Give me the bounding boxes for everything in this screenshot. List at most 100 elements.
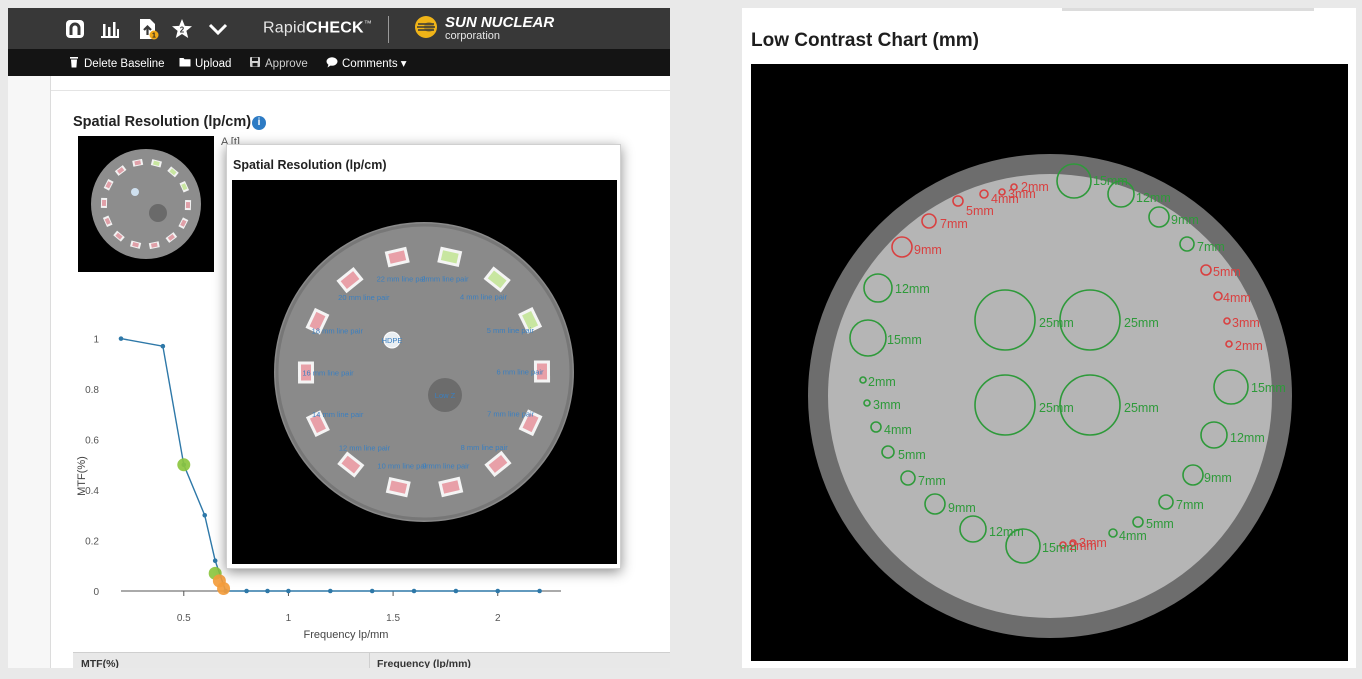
x-axis-label: Frequency lp/mm (304, 629, 389, 641)
line-pair-pattern (300, 364, 312, 381)
delete-baseline-button[interactable]: Delete Baseline (68, 56, 165, 70)
phantom-thumbnail[interactable] (78, 136, 214, 272)
low-contrast-image: 2mm 3mm 4mm 5mm 7mm 9mm 15mm 12mm 9mm 7mm 5mm 4mm 3m… (751, 64, 1348, 661)
line-pair-pattern (169, 168, 177, 176)
mtf-data-point (453, 588, 459, 594)
spatial-resolution-popup: Spatial Resolution (lp/cm) 2 mm line pai… (226, 144, 621, 569)
contrast-target-label: 2mm (1235, 339, 1263, 353)
line-pair-pattern (309, 311, 326, 331)
contrast-target-circle (881, 445, 895, 459)
chevron-down-icon[interactable] (207, 18, 229, 40)
phantom-rim (275, 223, 573, 521)
contrast-target-label: 25mm (1124, 401, 1159, 415)
mtf-data-point (411, 588, 417, 594)
line-pair-pattern (104, 217, 111, 225)
contrast-target-label: 15mm (1251, 381, 1286, 395)
x-tick-label: 1.5 (386, 613, 400, 624)
popup-title: Spatial Resolution (lp/cm) (233, 158, 387, 172)
contrast-target-label: 12mm (989, 525, 1024, 539)
contrast-target-label: 5mm (1213, 265, 1241, 279)
contrast-target-circle (921, 213, 937, 229)
brand-bold: CHECK (305, 19, 364, 37)
contrast-target-label: 4mm (1119, 529, 1147, 543)
contrast-target-label: 3mm (1008, 187, 1036, 201)
panel-title: Low Contrast Chart (mm) (751, 30, 979, 51)
trash-icon (70, 57, 78, 68)
column-header-mtf[interactable]: MTF(%) (81, 658, 119, 668)
line-pair-pattern (522, 413, 539, 433)
x-tick-label: 0.5 (177, 613, 191, 624)
contrast-target-label: 25mm (1124, 316, 1159, 330)
bar-chart-icon[interactable] (99, 18, 121, 40)
info-icon[interactable]: i (252, 116, 267, 130)
low-z-label: Low Z (435, 391, 456, 400)
contrast-target-circle (1200, 264, 1212, 276)
contrast-target-circle (900, 470, 916, 486)
x-tick-label: 2 (495, 613, 501, 624)
upload-file-icon[interactable]: 1 (137, 18, 159, 40)
contrast-target-circle (1213, 291, 1223, 301)
app-brand: RapidCHECK™ (263, 19, 372, 37)
line-pair-pattern (536, 363, 548, 380)
line-pair-pattern (152, 160, 160, 166)
contrast-target-circle (1158, 494, 1174, 510)
divider (51, 90, 670, 91)
y-tick-label: 0.6 (85, 436, 99, 447)
contrast-target-label: 2mm (1021, 180, 1049, 194)
delete-baseline-label: Delete Baseline (84, 58, 165, 70)
line-pair-label: 10 mm line pair (377, 462, 429, 471)
vendor-name: SUN NUCLEAR (445, 14, 555, 31)
column-divider (369, 653, 370, 668)
star-icon[interactable]: 2 (171, 18, 193, 40)
mtf-data-point (286, 588, 291, 594)
contrast-target-label: 12mm (1136, 191, 1171, 205)
line-pair-pattern (181, 183, 188, 191)
approve-label: Approve (265, 58, 308, 70)
contrast-target-circle (1182, 464, 1204, 486)
mtf-data-point (265, 588, 270, 594)
line-pair-label: 18 mm line pair (312, 327, 364, 336)
y-tick-label: 0.2 (85, 537, 99, 548)
line-pair-pattern (105, 181, 112, 189)
mtf-data-point (118, 336, 124, 341)
home-icon[interactable] (64, 18, 86, 40)
contrast-target-label: 12mm (1230, 431, 1265, 445)
contrast-target-circle (1225, 340, 1233, 348)
upload-button[interactable]: Upload (179, 56, 231, 70)
line-pair-label: 22 mm line pair (377, 275, 429, 284)
contrast-target-label: 4mm (991, 192, 1019, 206)
contrast-target-label: 5mm (966, 204, 994, 218)
column-header-frequency[interactable]: Frequency (lp/mm) (377, 658, 471, 668)
phantom-disk (91, 149, 201, 259)
comments-dropdown[interactable]: Comments ▾ (326, 56, 407, 70)
spatial-resolution-panel: 1 2 RapidCHECK™ SUN NUCLEAR corporation … (8, 8, 670, 668)
mtf-data-point (369, 588, 375, 594)
contrast-target-circle (1005, 528, 1041, 564)
contrast-target-label: 12mm (895, 282, 930, 296)
contrast-target-label: 15mm (887, 333, 922, 347)
hdpe-label: HDPE (382, 336, 403, 345)
line-pair-label: 20 mm line pair (338, 293, 390, 302)
contrast-target-circle (1059, 289, 1121, 351)
approve-button[interactable]: Approve (249, 56, 308, 70)
contrast-target-label: 2mm (868, 375, 896, 389)
line-pair-pattern (150, 242, 158, 248)
line-pair-label: 2 mm line pair (421, 274, 469, 283)
y-tick-label: 1 (93, 335, 99, 346)
section-title-text: Spatial Resolution (lp/cm) (73, 114, 252, 130)
contrast-target-label: 15mm (1093, 174, 1128, 188)
contrast-target-label: 7mm (940, 217, 968, 231)
hdpe-insert (131, 188, 139, 196)
contrast-target-circle (952, 195, 964, 207)
contrast-target-label: 4mm (884, 423, 912, 437)
contrast-target-circle (1059, 374, 1121, 436)
contrast-target-circle (1148, 206, 1170, 228)
scroll-indicator (1062, 8, 1314, 11)
contrast-target-circle (1010, 183, 1018, 191)
y-tick-label: 0.4 (85, 486, 99, 497)
contrast-target-circle (1056, 163, 1092, 199)
line-pair-pattern (101, 199, 107, 206)
line-pair-pattern (487, 270, 507, 289)
line-pair-pattern (522, 310, 539, 330)
hdpe-insert (383, 331, 401, 349)
